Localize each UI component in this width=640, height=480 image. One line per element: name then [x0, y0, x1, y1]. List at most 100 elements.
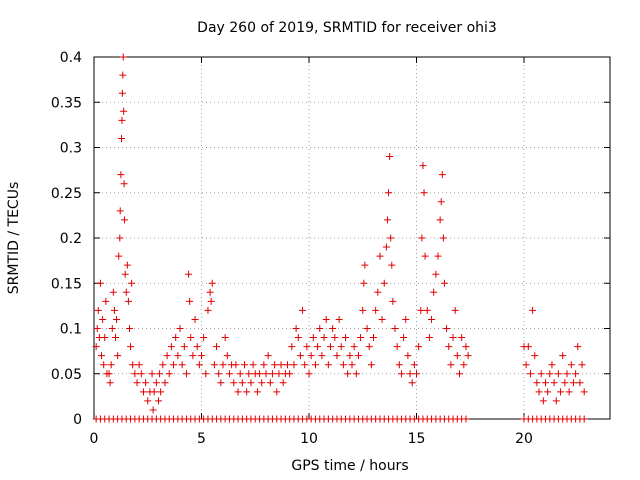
data-point [247, 379, 255, 387]
data-point [367, 361, 375, 369]
data-point [363, 325, 371, 332]
data-point [359, 306, 367, 314]
data-point [120, 180, 128, 188]
data-point [574, 343, 582, 351]
data-point [419, 162, 427, 170]
data-point [120, 107, 128, 115]
data-point [121, 270, 129, 278]
data-point [395, 361, 403, 369]
y-tick-labels: 0 0.05 0.1 0.15 0.2 0.25 0.3 0.35 0.4 [51, 50, 82, 428]
data-point [118, 134, 126, 142]
data-point [150, 388, 158, 396]
data-point [195, 361, 203, 369]
data-point [299, 306, 307, 314]
x-tick-label: 0 [90, 431, 99, 447]
y-tick-label: 0.2 [60, 231, 82, 247]
data-point [294, 334, 302, 342]
data-point [451, 306, 459, 314]
data-point [202, 370, 210, 378]
data-point [531, 352, 539, 360]
data-point [122, 288, 130, 296]
data-point [187, 334, 195, 342]
data-point [148, 370, 156, 378]
data-point [99, 315, 107, 323]
data-point [329, 325, 337, 332]
grid [94, 57, 610, 419]
data-point [318, 352, 326, 360]
data-point [565, 388, 573, 396]
data-point [415, 343, 423, 351]
data-point [425, 334, 433, 342]
data-point [388, 261, 396, 269]
data-point [432, 270, 440, 278]
data-point [550, 379, 558, 387]
data-point [156, 370, 164, 378]
data-point [322, 315, 330, 323]
data-point [397, 370, 405, 378]
data-point [456, 370, 463, 378]
data-point [133, 379, 141, 387]
data-point [458, 334, 466, 342]
data-point [303, 343, 311, 351]
data-point [559, 352, 567, 360]
data-point [268, 370, 276, 378]
data-point [342, 334, 350, 342]
x-axis-label: GPS time / hours [291, 458, 408, 474]
data-point [327, 343, 334, 351]
data-point [374, 288, 382, 296]
data-point [346, 352, 354, 360]
data-point [128, 279, 136, 287]
data-point [110, 306, 118, 314]
data-point [273, 388, 281, 396]
data-point [548, 361, 556, 369]
data-point [522, 361, 530, 369]
data-point [578, 361, 586, 369]
data-point [256, 370, 264, 378]
data-point [118, 89, 126, 97]
data-point [117, 171, 125, 179]
data-point [123, 261, 131, 269]
data-point [94, 306, 102, 314]
y-tick-label: 0.05 [51, 367, 82, 383]
data-point [119, 71, 127, 79]
data-point [116, 234, 124, 242]
data-point [352, 370, 360, 378]
data-point [288, 343, 296, 351]
data-point [105, 370, 113, 378]
data-point [408, 379, 416, 387]
data-point [180, 343, 188, 351]
data-point [428, 315, 436, 323]
data-point [221, 334, 229, 342]
data-point [567, 361, 575, 369]
data-point [107, 361, 115, 369]
data-point [243, 388, 251, 396]
data-point [402, 315, 410, 323]
data-point [439, 234, 447, 242]
data-point [309, 334, 317, 342]
data-point [217, 379, 225, 387]
data-point [307, 352, 315, 360]
data-point [215, 370, 223, 378]
data-point [129, 361, 137, 369]
data-point [155, 397, 162, 405]
data-point [163, 352, 171, 360]
data-point [557, 388, 565, 396]
data-point [383, 216, 391, 224]
data-point [264, 352, 272, 360]
data-point [200, 334, 208, 342]
data-point [230, 379, 238, 387]
data-point [172, 334, 180, 342]
data-point [208, 279, 216, 287]
data-point [144, 397, 152, 405]
data-point [382, 243, 390, 251]
data-point [241, 361, 248, 369]
data-point [213, 343, 221, 351]
data-point [238, 379, 246, 387]
data-point [275, 370, 283, 378]
data-point [542, 379, 549, 387]
data-point [178, 361, 186, 369]
data-point [305, 370, 313, 378]
data-point [96, 279, 104, 287]
data-point [417, 306, 425, 314]
